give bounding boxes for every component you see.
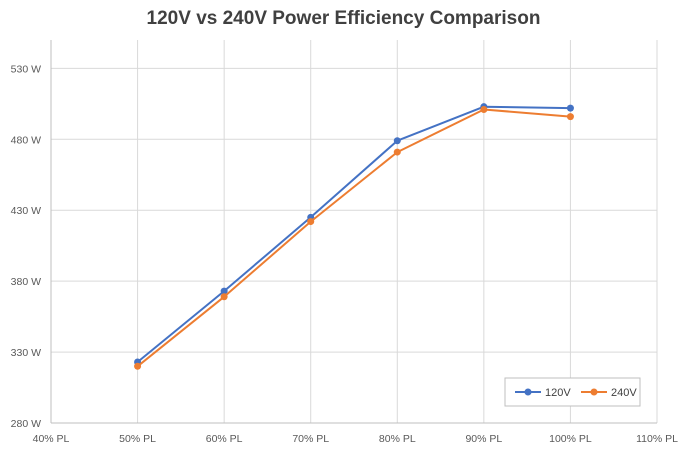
y-tick-label: 330 W bbox=[11, 347, 41, 359]
legend-label: 240V bbox=[611, 387, 637, 399]
data-point-120V bbox=[220, 287, 228, 295]
series-line-120V bbox=[136, 105, 571, 363]
x-tick-label: 90% PL bbox=[465, 433, 502, 445]
data-point-240V bbox=[566, 113, 574, 121]
x-tick-label: 80% PL bbox=[379, 433, 416, 445]
data-point-120V bbox=[393, 137, 401, 145]
data-point-240V bbox=[480, 106, 488, 114]
x-tick-label: 110% PL bbox=[636, 433, 678, 445]
x-tick-label: 50% PL bbox=[119, 433, 156, 445]
data-point-240V bbox=[134, 362, 142, 370]
legend-swatch-marker bbox=[524, 388, 532, 396]
y-tick-label: 280 W bbox=[11, 418, 41, 430]
y-tick-label: 380 W bbox=[11, 276, 41, 288]
data-point-120V bbox=[566, 104, 574, 112]
legend-label: 120V bbox=[545, 387, 571, 399]
data-point-240V bbox=[307, 218, 315, 226]
x-tick-label: 100% PL bbox=[549, 433, 592, 445]
y-tick-label: 530 W bbox=[11, 63, 41, 75]
x-tick-label: 40% PL bbox=[33, 433, 70, 445]
chart-title: 120V vs 240V Power Efficiency Comparison bbox=[146, 8, 541, 29]
data-point-240V bbox=[393, 148, 401, 156]
y-tick-label: 480 W bbox=[11, 134, 41, 146]
x-tick-label: 70% PL bbox=[292, 433, 329, 445]
data-point-240V bbox=[220, 293, 228, 301]
x-tick-label: 60% PL bbox=[206, 433, 243, 445]
y-tick-label: 430 W bbox=[11, 205, 41, 217]
series-line-240V bbox=[136, 108, 571, 368]
legend-swatch-marker bbox=[590, 388, 598, 396]
